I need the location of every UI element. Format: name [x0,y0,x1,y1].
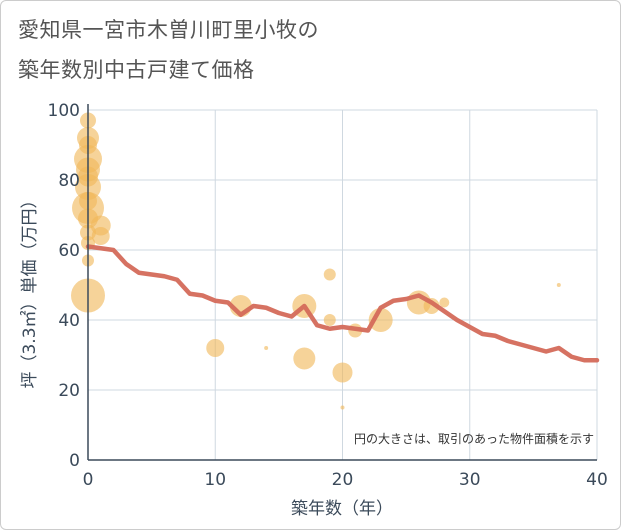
data-point [439,297,450,308]
bubble-series [71,112,561,410]
x-tick-label: 0 [83,470,94,490]
x-axis-title: 築年数（年） [291,499,393,519]
y-tick-label: 20 [58,381,80,401]
data-point [556,283,561,287]
axes: 0 20 40 60 80 100 0 10 20 30 40 [48,101,608,490]
y-tick-label: 60 [58,241,80,261]
y-tick-label: 100 [48,101,80,121]
data-point [206,339,225,357]
y-tick-label: 80 [58,171,80,191]
data-point [91,227,110,245]
y-tick-label: 0 [69,451,80,471]
x-tick-label: 10 [204,470,226,490]
data-point [293,347,316,370]
y-tick-label: 40 [58,311,80,331]
x-tick-label: 20 [332,470,354,490]
bubble-size-note: 円の大きさは、取引のあった物件面積を示す [354,431,594,446]
data-point [323,268,336,281]
x-tick-label: 30 [459,470,481,490]
data-point [340,405,345,410]
x-tick-label: 40 [586,470,608,490]
grid-lines [88,109,598,460]
trend-line [85,244,600,363]
y-axis-title: 坪（3.3㎡）単価（万円） [20,191,40,388]
data-point [264,346,269,350]
chart-title-line-1: 愛知県一宮市木曽川町里小牧の [18,18,319,42]
data-point [323,314,336,326]
chart-title-line-2: 築年数別中古戸建て価格 [18,58,255,82]
data-point [332,362,353,383]
trend-series [85,244,600,363]
